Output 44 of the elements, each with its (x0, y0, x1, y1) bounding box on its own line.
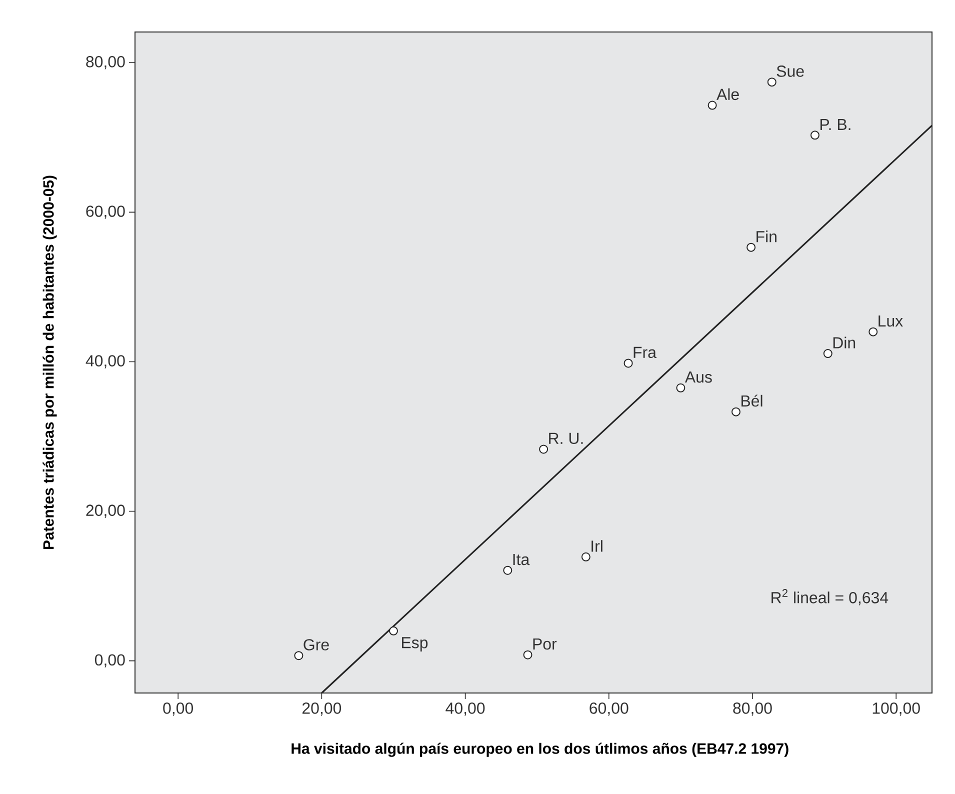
annotation: Por (533, 638, 557, 650)
x-tick-label: 40,00 (446, 702, 485, 716)
annotation: R. U. (549, 432, 583, 444)
point (503, 566, 512, 575)
annotation: Ita (513, 554, 530, 566)
x-tick-label: 80,00 (733, 702, 772, 716)
annotation: Ale (716, 88, 739, 100)
point (294, 651, 304, 660)
point (624, 358, 633, 368)
point (581, 552, 590, 562)
annotation: Gre (304, 639, 329, 650)
annotation: Aus (684, 372, 712, 383)
annotation: R$^{2}$ lineal = 0,634 (772, 589, 888, 606)
y-tick-label: 20,00 (86, 504, 125, 518)
y-tick-label: 0,00 (94, 654, 125, 668)
point (523, 650, 532, 660)
annotation: Bél (742, 394, 762, 407)
point (708, 100, 717, 110)
point (746, 242, 756, 252)
annotation: Sue (776, 66, 804, 77)
annotation: P. B. (820, 118, 850, 130)
y-tick-label: 60,00 (86, 206, 125, 219)
annotation: Din (833, 336, 856, 348)
y-axis-title: Patentes triádicas por millón de habitantes (2000-05) (42, 176, 57, 550)
y-tick-label: 80,00 (86, 56, 125, 70)
point (676, 383, 686, 392)
point (823, 349, 832, 358)
point (388, 626, 398, 636)
point (539, 444, 548, 454)
annotation: Lux (878, 315, 903, 327)
annotation: Fra (634, 346, 656, 358)
point (767, 78, 776, 87)
annotation: Esp (402, 637, 428, 652)
x-tick-label: 60,00 (590, 702, 628, 716)
x-axis-title: Ha visitado algún país europeo en los dos útlimos años (EB47.2 1997) (292, 742, 788, 757)
x-tick-label: 0,00 (163, 702, 194, 716)
x-tick-label: 100,00 (872, 702, 920, 716)
annotation: Irl (592, 540, 602, 552)
point (810, 130, 820, 140)
point (868, 327, 878, 336)
annotation: Fin (756, 230, 776, 242)
point (731, 407, 740, 416)
x-tick-label: 20,00 (302, 702, 342, 716)
y-tick-label: 40,00 (86, 355, 125, 368)
